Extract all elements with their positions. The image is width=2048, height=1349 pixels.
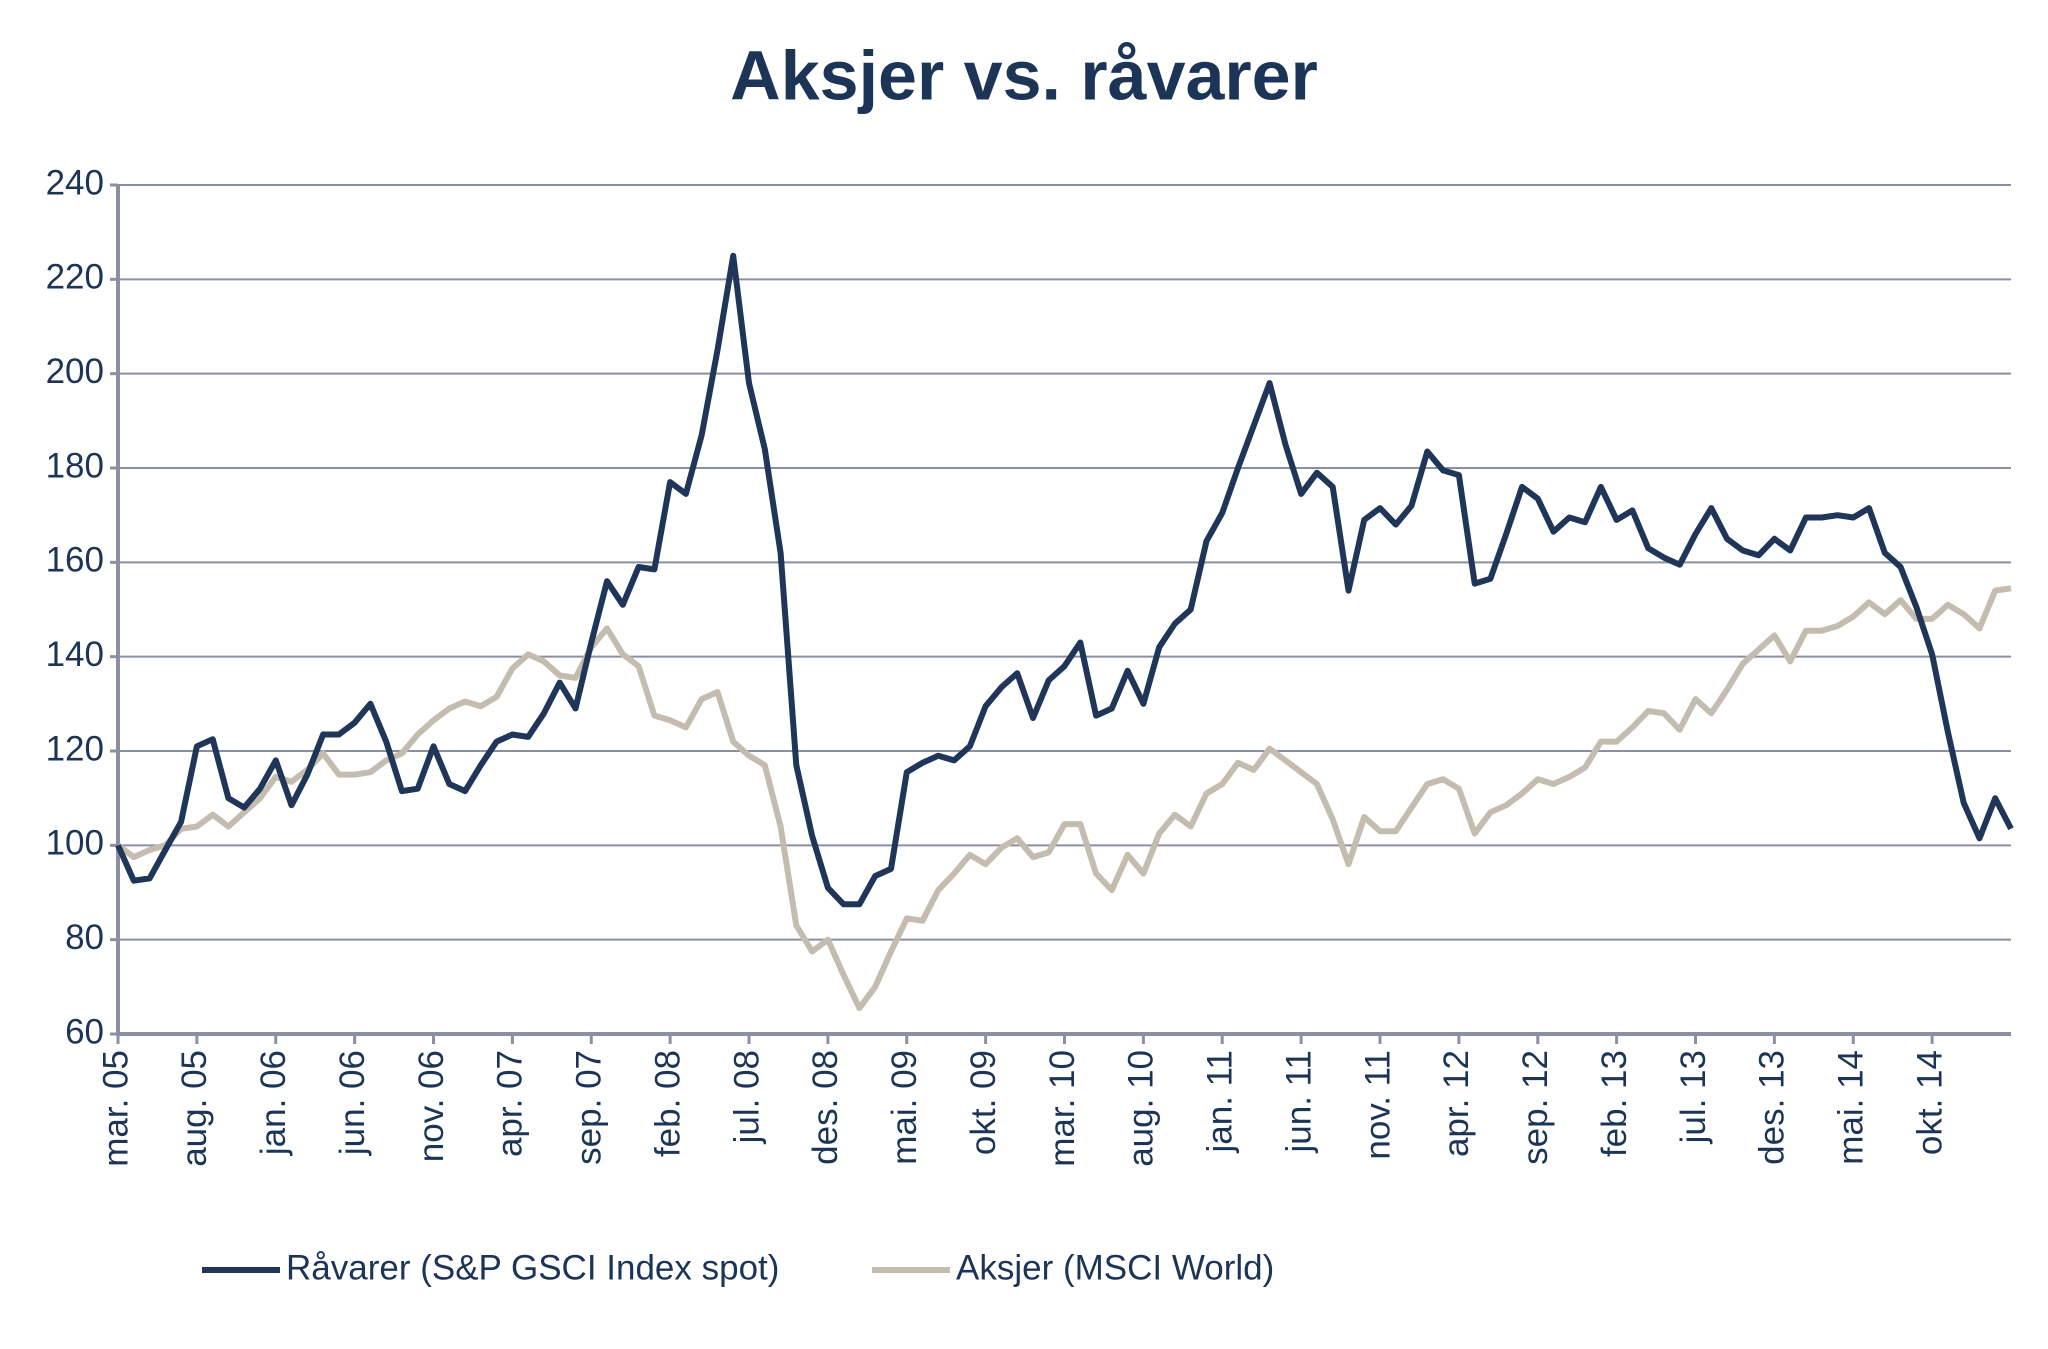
x-tick-label: jun. 11 xyxy=(1279,1050,1318,1154)
y-tick-label: 120 xyxy=(46,729,104,768)
y-tick-label: 140 xyxy=(46,635,104,674)
x-tick-label: feb. 13 xyxy=(1595,1050,1634,1157)
line-series xyxy=(115,252,2014,908)
y-tick-label: 160 xyxy=(46,541,104,580)
y-tick-label: 240 xyxy=(46,163,104,202)
y-tick-label: 180 xyxy=(46,446,104,485)
x-tick-label: des. 08 xyxy=(806,1050,845,1165)
x-tick-label: apr. 12 xyxy=(1437,1050,1476,1157)
line-series xyxy=(116,585,2012,1012)
x-tick-label: jul. 13 xyxy=(1674,1050,1713,1144)
x-tick-label: mar. 05 xyxy=(96,1050,135,1167)
x-tick-label: nov. 06 xyxy=(412,1050,451,1162)
x-tick-label: mai. 14 xyxy=(1832,1050,1871,1165)
x-tick-label: feb. 08 xyxy=(648,1050,687,1157)
x-tick-label: okt. 09 xyxy=(964,1050,1003,1155)
legend-label: Råvarer (S&P GSCI Index spot) xyxy=(286,1248,779,1287)
chart-title: Aksjer vs. råvarer xyxy=(730,36,1318,114)
x-tick-label: apr. 07 xyxy=(491,1050,530,1157)
y-tick-label: 200 xyxy=(46,352,104,391)
x-tick-label: aug. 05 xyxy=(175,1050,214,1167)
x-tick-label: des. 13 xyxy=(1753,1050,1792,1165)
legend-label: Aksjer (MSCI World) xyxy=(956,1248,1274,1287)
x-tick-label: sep. 12 xyxy=(1516,1050,1555,1165)
x-tick-label: jul. 08 xyxy=(727,1050,766,1144)
x-tick-label: mar. 10 xyxy=(1043,1050,1082,1167)
y-tick-label: 100 xyxy=(46,824,104,863)
x-tick-label: jan. 11 xyxy=(1201,1050,1240,1154)
x-tick-label: mai. 09 xyxy=(885,1050,924,1165)
x-tick-label: aug. 10 xyxy=(1122,1050,1161,1167)
y-tick-label: 220 xyxy=(46,258,104,297)
x-tick-label: nov. 11 xyxy=(1358,1050,1397,1160)
y-tick-label: 60 xyxy=(65,1012,104,1051)
x-tick-label: sep. 07 xyxy=(570,1050,609,1165)
y-tick-label: 80 xyxy=(65,918,104,957)
x-tick-label: jun. 06 xyxy=(333,1050,372,1156)
x-tick-label: jan. 06 xyxy=(254,1050,293,1156)
x-tick-label: okt. 14 xyxy=(1910,1050,1949,1155)
